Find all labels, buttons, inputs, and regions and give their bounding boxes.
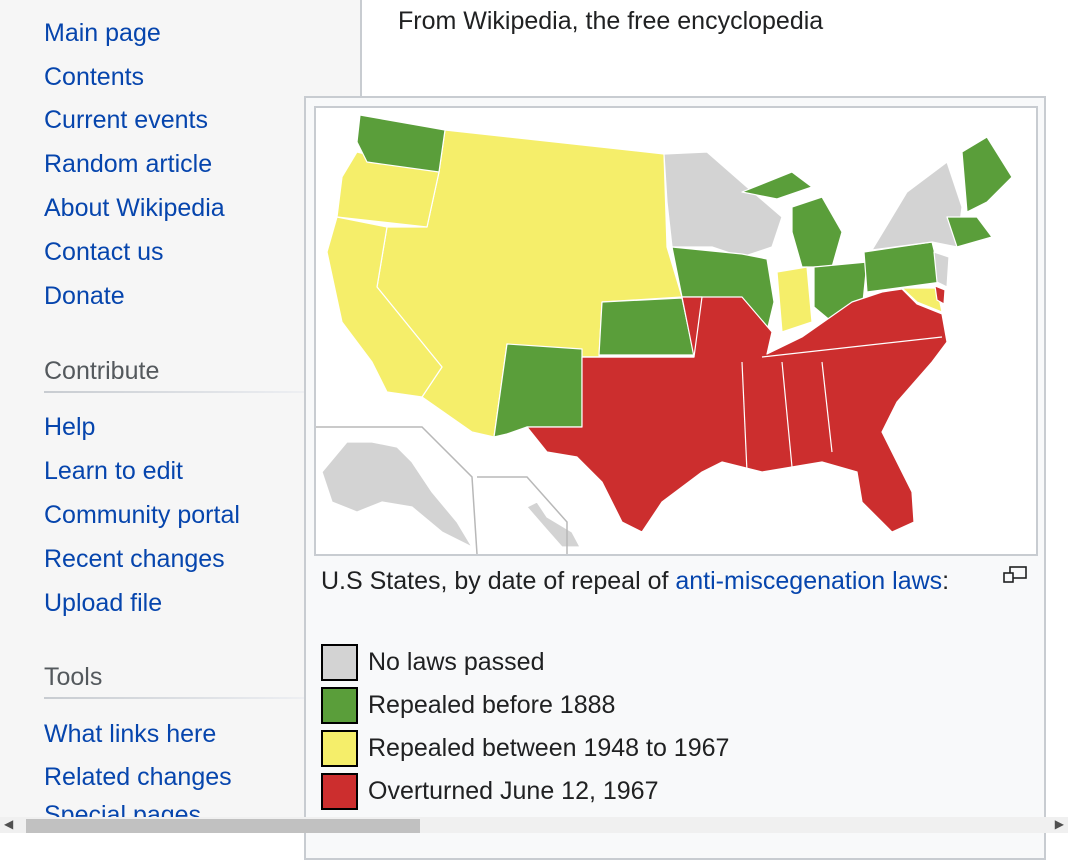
enlarge-icon[interactable]	[1002, 566, 1028, 584]
scrollbar-thumb[interactable]	[26, 819, 420, 833]
legend-item: Overturned June 12, 1967	[321, 772, 658, 810]
nav-community-portal[interactable]: Community portal	[44, 501, 240, 529]
legend-item: Repealed between 1948 to 1967	[321, 729, 729, 767]
region-grey-minn-wis	[663, 151, 783, 258]
state-kansas	[598, 297, 695, 356]
legend-swatch-red	[321, 772, 358, 810]
contribute-divider	[44, 391, 344, 393]
legend-label: No laws passed	[368, 647, 545, 676]
legend-swatch-grey	[321, 643, 358, 681]
state-massachusetts	[946, 216, 993, 248]
contribute-heading: Contribute	[44, 357, 160, 385]
nav-contact-us[interactable]: Contact us	[44, 238, 164, 266]
map-svg	[316, 114, 1013, 555]
us-states-map[interactable]	[314, 106, 1038, 556]
legend-swatch-yellow	[321, 729, 358, 767]
nav-upload-file[interactable]: Upload file	[44, 589, 163, 617]
state-indiana	[776, 266, 813, 333]
image-preview-popup: U.S States, by date of repeal of anti-mi…	[304, 96, 1046, 860]
state-maryland	[901, 287, 943, 313]
legend-item: Repealed before 1888	[321, 686, 615, 724]
image-caption: U.S States, by date of repeal of anti-mi…	[321, 562, 971, 601]
nav-what-links-here[interactable]: What links here	[44, 720, 217, 748]
state-alaska	[321, 441, 473, 548]
region-red-south	[526, 288, 948, 533]
state-delaware	[934, 285, 946, 305]
legend-label: Repealed before 1888	[368, 690, 616, 719]
nav-main-page[interactable]: Main page	[44, 19, 161, 47]
nav-help[interactable]: Help	[44, 413, 96, 441]
legend-item: No laws passed	[321, 643, 544, 681]
legend-swatch-green	[321, 686, 358, 724]
tools-heading: Tools	[44, 663, 103, 691]
tools-divider	[44, 697, 344, 699]
state-michigan	[791, 196, 843, 268]
tagline: From Wikipedia, the free encyclopedia	[398, 7, 824, 35]
state-hawaii	[526, 501, 581, 548]
caption-text: U.S States, by date of repeal of	[321, 567, 676, 595]
sidebar: Main page Contents Current events Random…	[0, 0, 362, 833]
nav-current-events[interactable]: Current events	[44, 106, 208, 134]
caption-colon: :	[942, 567, 950, 595]
state-new-jersey	[933, 251, 950, 288]
horizontal-scrollbar[interactable]: ◀ ▶	[0, 817, 1068, 833]
state-washington	[356, 114, 446, 173]
legend-label: Overturned June 12, 1967	[368, 776, 659, 805]
nav-related-changes[interactable]: Related changes	[44, 763, 232, 791]
state-new-mexico	[493, 343, 583, 438]
scroll-right-arrow-icon[interactable]: ▶	[1054, 817, 1064, 831]
legend-label: Repealed between 1948 to 1967	[368, 733, 730, 762]
region-grey-northeast	[871, 161, 963, 251]
anti-miscegenation-laws-link[interactable]: anti-miscegenation laws	[675, 567, 943, 595]
nav-donate[interactable]: Donate	[44, 282, 125, 310]
nav-random-article[interactable]: Random article	[44, 150, 213, 178]
nav-contents[interactable]: Contents	[44, 63, 145, 91]
nav-recent-changes[interactable]: Recent changes	[44, 545, 225, 573]
nav-learn-to-edit[interactable]: Learn to edit	[44, 457, 183, 485]
state-california	[326, 216, 443, 398]
state-michigan-upper	[741, 171, 813, 200]
scroll-left-arrow-icon[interactable]: ◀	[4, 817, 14, 831]
state-maine	[961, 136, 1013, 213]
nav-about-wikipedia[interactable]: About Wikipedia	[44, 194, 225, 222]
